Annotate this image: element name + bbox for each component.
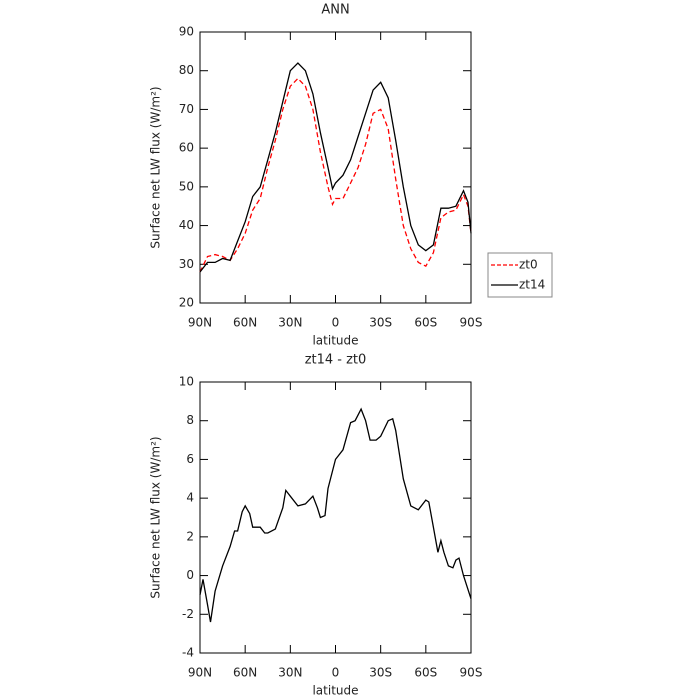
series-line [199, 62, 472, 273]
legend-label: zt0 [519, 258, 538, 272]
x-tick-label: 60S [414, 666, 437, 680]
x-tick-label: 90N [188, 666, 212, 680]
y-tick-label: 80 [179, 63, 194, 77]
y-axis-label: Surface net LW flux (W/m²) [149, 436, 163, 598]
x-axis-label: latitude [312, 684, 358, 698]
plot-frame [199, 31, 472, 304]
y-tick-label: 50 [179, 179, 194, 193]
x-tick-label: 90S [460, 666, 483, 680]
x-tick-label: 30N [278, 316, 302, 330]
x-tick-label: 0 [332, 316, 340, 330]
x-tick-label: 60N [233, 666, 257, 680]
y-tick-label: 8 [186, 413, 194, 427]
chart-title: ANN [321, 3, 349, 18]
y-axis-label: Surface net LW flux (W/m²) [149, 86, 163, 248]
y-tick-label: -2 [182, 607, 194, 621]
y-tick-label: 30 [179, 257, 194, 271]
x-tick-label: 30S [369, 316, 392, 330]
series-line [199, 77, 472, 273]
y-tick-label: 2 [186, 529, 194, 543]
x-axis-label: latitude [312, 334, 358, 348]
y-tick-label: 4 [186, 491, 194, 505]
x-tick-label: 60S [414, 316, 437, 330]
legend-box [487, 252, 553, 298]
y-tick-label: 70 [179, 102, 194, 116]
y-tick-label: 6 [186, 452, 194, 466]
x-tick-label: 60N [233, 316, 257, 330]
legend-label: zt14 [519, 278, 545, 292]
x-tick-label: 30N [278, 666, 302, 680]
y-tick-label: 40 [179, 218, 194, 232]
x-tick-label: 0 [332, 666, 340, 680]
series-line [199, 407, 472, 623]
y-tick-label: 0 [186, 568, 194, 582]
y-tick-label: 60 [179, 141, 194, 155]
chart-title: zt14 - zt0 [305, 353, 367, 368]
x-tick-label: 30S [369, 666, 392, 680]
y-tick-label: -4 [182, 646, 194, 660]
y-tick-label: 90 [179, 25, 194, 39]
x-tick-label: 90S [460, 316, 483, 330]
y-tick-label: 10 [179, 375, 194, 389]
y-tick-label: 20 [179, 296, 194, 310]
x-tick-label: 90N [188, 316, 212, 330]
